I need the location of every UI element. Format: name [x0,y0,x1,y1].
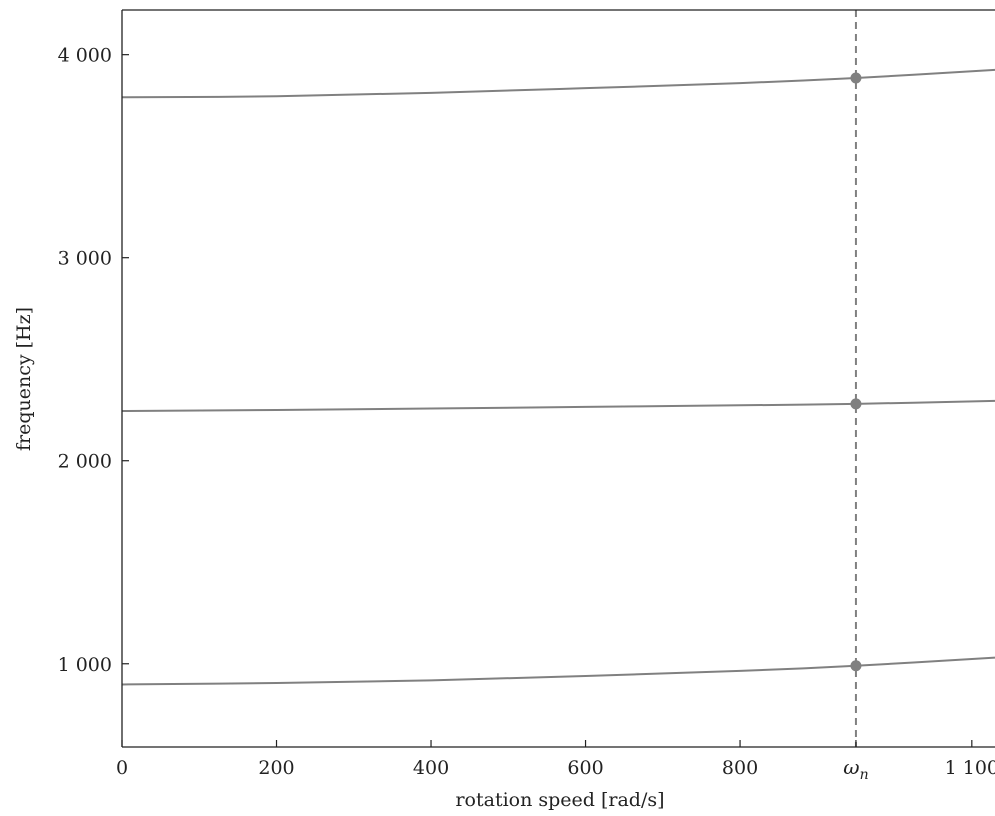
x-tick-label: 0 [116,757,128,779]
data-point-marker-3 [850,72,862,84]
series-line-3 [121,68,995,99]
y-tick-label: 2 000 [58,451,112,473]
axes-layer: 0 200 400 600 800 ωn 1 100 1 000 2 000 3 000 4 000 [58,9,995,783]
data-point-marker-1 [850,660,862,672]
series-line-1 [121,656,995,686]
y-tick-label: 4 000 [58,45,112,67]
marker-layer [850,72,862,672]
series-layer [121,10,995,747]
x-axis-label: rotation speed [rad/s] [455,789,664,811]
x-tick-label: 1 100 [945,757,995,779]
x-tick-label: 400 [413,757,449,779]
x-tick-label: 800 [722,757,758,779]
series-line-2 [121,399,995,412]
data-point-marker-2 [850,398,862,410]
y-axis-label: frequency [Hz] [13,307,35,451]
x-tick-label: 200 [258,757,294,779]
y-tick-label: 3 000 [58,248,112,270]
x-tick-label: ωn [843,755,868,783]
y-tick-label: 1 000 [58,654,112,676]
x-tick-label: 600 [567,757,603,779]
